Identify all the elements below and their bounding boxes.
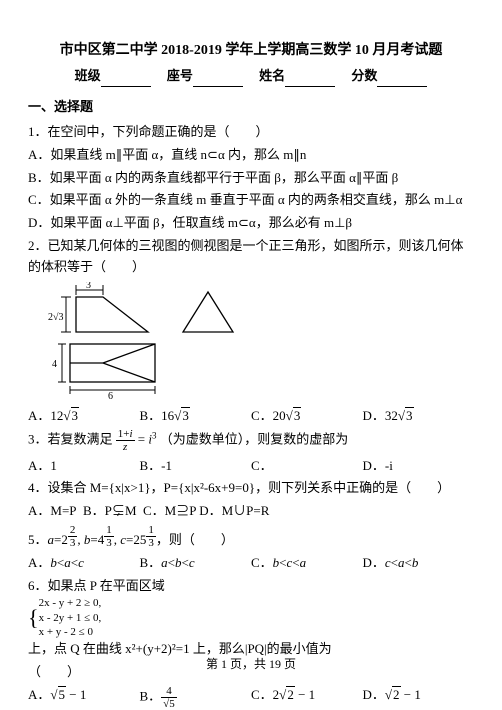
q3-optC: C．	[251, 456, 363, 477]
q3-fraction: 1+iz	[116, 428, 135, 453]
q6-optD: D．2 − 1	[363, 685, 475, 710]
q2-optA: A．123	[28, 406, 140, 427]
front-label-6: 6	[108, 391, 113, 402]
front-label-4: 4	[52, 359, 57, 370]
class-label: 班级	[75, 68, 101, 83]
q1-optA: A．如果直线 m∥平面 α，直线 n⊂α 内，那么 m∥n	[28, 145, 474, 166]
q6-options: A．5 − 1 B．4√5 C．22 − 1 D．2 − 1	[28, 685, 474, 710]
q3-optD: D．-i	[363, 456, 475, 477]
name-blank	[285, 73, 335, 87]
top-view-figure: 3 2√3	[48, 282, 158, 337]
q2-figures: 3 2√3 4 6	[48, 282, 474, 402]
q1-optB: B．如果平面 α 内的两条直线都平行于平面 β，那么平面 α∥平面 β	[28, 168, 474, 189]
q4-optCD: C．M⊇P D．M∪P=R	[143, 503, 269, 518]
q6-stem-before: 6．如果点 P 在平面区域	[28, 578, 165, 593]
top-label-3: 3	[86, 282, 91, 291]
class-blank	[101, 73, 151, 87]
q6-system: 2x - y + 2 ≥ 0, x - 2y + 1 ≤ 0, x + y - …	[39, 596, 102, 639]
q5-optD: D．c<a<b	[363, 553, 475, 574]
q1-stem: 1．在空间中，下列命题正确的是（ ）	[28, 122, 474, 143]
brace-icon: {	[28, 612, 39, 623]
q6-optC: C．22 − 1	[251, 685, 363, 710]
top-label-2r3: 2√3	[48, 312, 64, 323]
q3-stem-before: 3．若复数满足	[28, 432, 116, 447]
q3-optA: A．1	[28, 456, 140, 477]
exam-title: 市中区第二中学 2018-2019 学年上学期高三数学 10 月月考试题	[28, 40, 474, 62]
front-view-figure: 4 6	[48, 337, 474, 402]
q5-optA: A．b<a<c	[28, 553, 140, 574]
q4-optB: B．P⊊M	[83, 503, 136, 518]
seat-label: 座号	[167, 68, 193, 83]
q6-optB: B．4√5	[140, 685, 252, 710]
q5-optC: C．b<c<a	[251, 553, 363, 574]
seat-blank	[193, 73, 243, 87]
side-view-figure	[178, 282, 238, 337]
q5-options: A．b<a<c B．a<b<c C．b<c<a D．c<a<b	[28, 553, 474, 574]
q6-sys3: x + y - 2 ≤ 0	[39, 625, 102, 639]
section-heading: 一、选择题	[28, 97, 474, 118]
q5-optB: B．a<b<c	[140, 553, 252, 574]
q2-optD: D．323	[363, 406, 475, 427]
q3-options: A．1 B．-1 C． D．-i	[28, 456, 474, 477]
meta-row: 班级 座号 姓名 分数	[28, 66, 474, 87]
q6-stem: 6．如果点 P 在平面区域 { 2x - y + 2 ≥ 0, x - 2y +…	[28, 576, 474, 660]
page-footer: 第 1 页，共 19 页	[0, 655, 502, 674]
q5-stem: 5．a=223, b=413, c=2513，则（ ）	[28, 524, 474, 551]
q4-stem: 4．设集合 M={x|x>1}，P={x|x²-6x+9=0}，则下列关系中正确…	[28, 478, 474, 499]
name-label: 姓名	[259, 68, 285, 83]
q6-sys2: x - 2y + 1 ≤ 0,	[39, 611, 102, 625]
q2-optC: C．203	[251, 406, 363, 427]
q3-optB: B．-1	[140, 456, 252, 477]
q2-optB: B．163	[140, 406, 252, 427]
q1-optC: C．如果平面 α 外的一条直线 m 垂直于平面 α 内的两条相交直线，那么 m⊥…	[28, 190, 474, 211]
score-label: 分数	[351, 68, 377, 83]
q3-stem-after: （为虚数单位），则复数的虚部为	[160, 432, 349, 447]
score-blank	[377, 73, 427, 87]
q6-sys1: 2x - y + 2 ≥ 0,	[39, 596, 102, 610]
q2-options: A．123 B．163 C．203 D．323	[28, 406, 474, 427]
q2-stem: 2．已知某几何体的三视图的侧视图是一个正三角形，如图所示，则该几何体的体积等于（…	[28, 236, 474, 278]
q3-stem: 3．若复数满足 1+iz = i3 （为虚数单位），则复数的虚部为	[28, 428, 474, 453]
q4-options: A．M=P B．P⊊M C．M⊇P D．M∪P=R	[28, 501, 474, 522]
q6-optA: A．5 − 1	[28, 685, 140, 710]
q4-optA: A．M=P	[28, 503, 77, 518]
q1-optD: D．如果平面 α⊥平面 β，任取直线 m⊂α，那么必有 m⊥β	[28, 213, 474, 234]
